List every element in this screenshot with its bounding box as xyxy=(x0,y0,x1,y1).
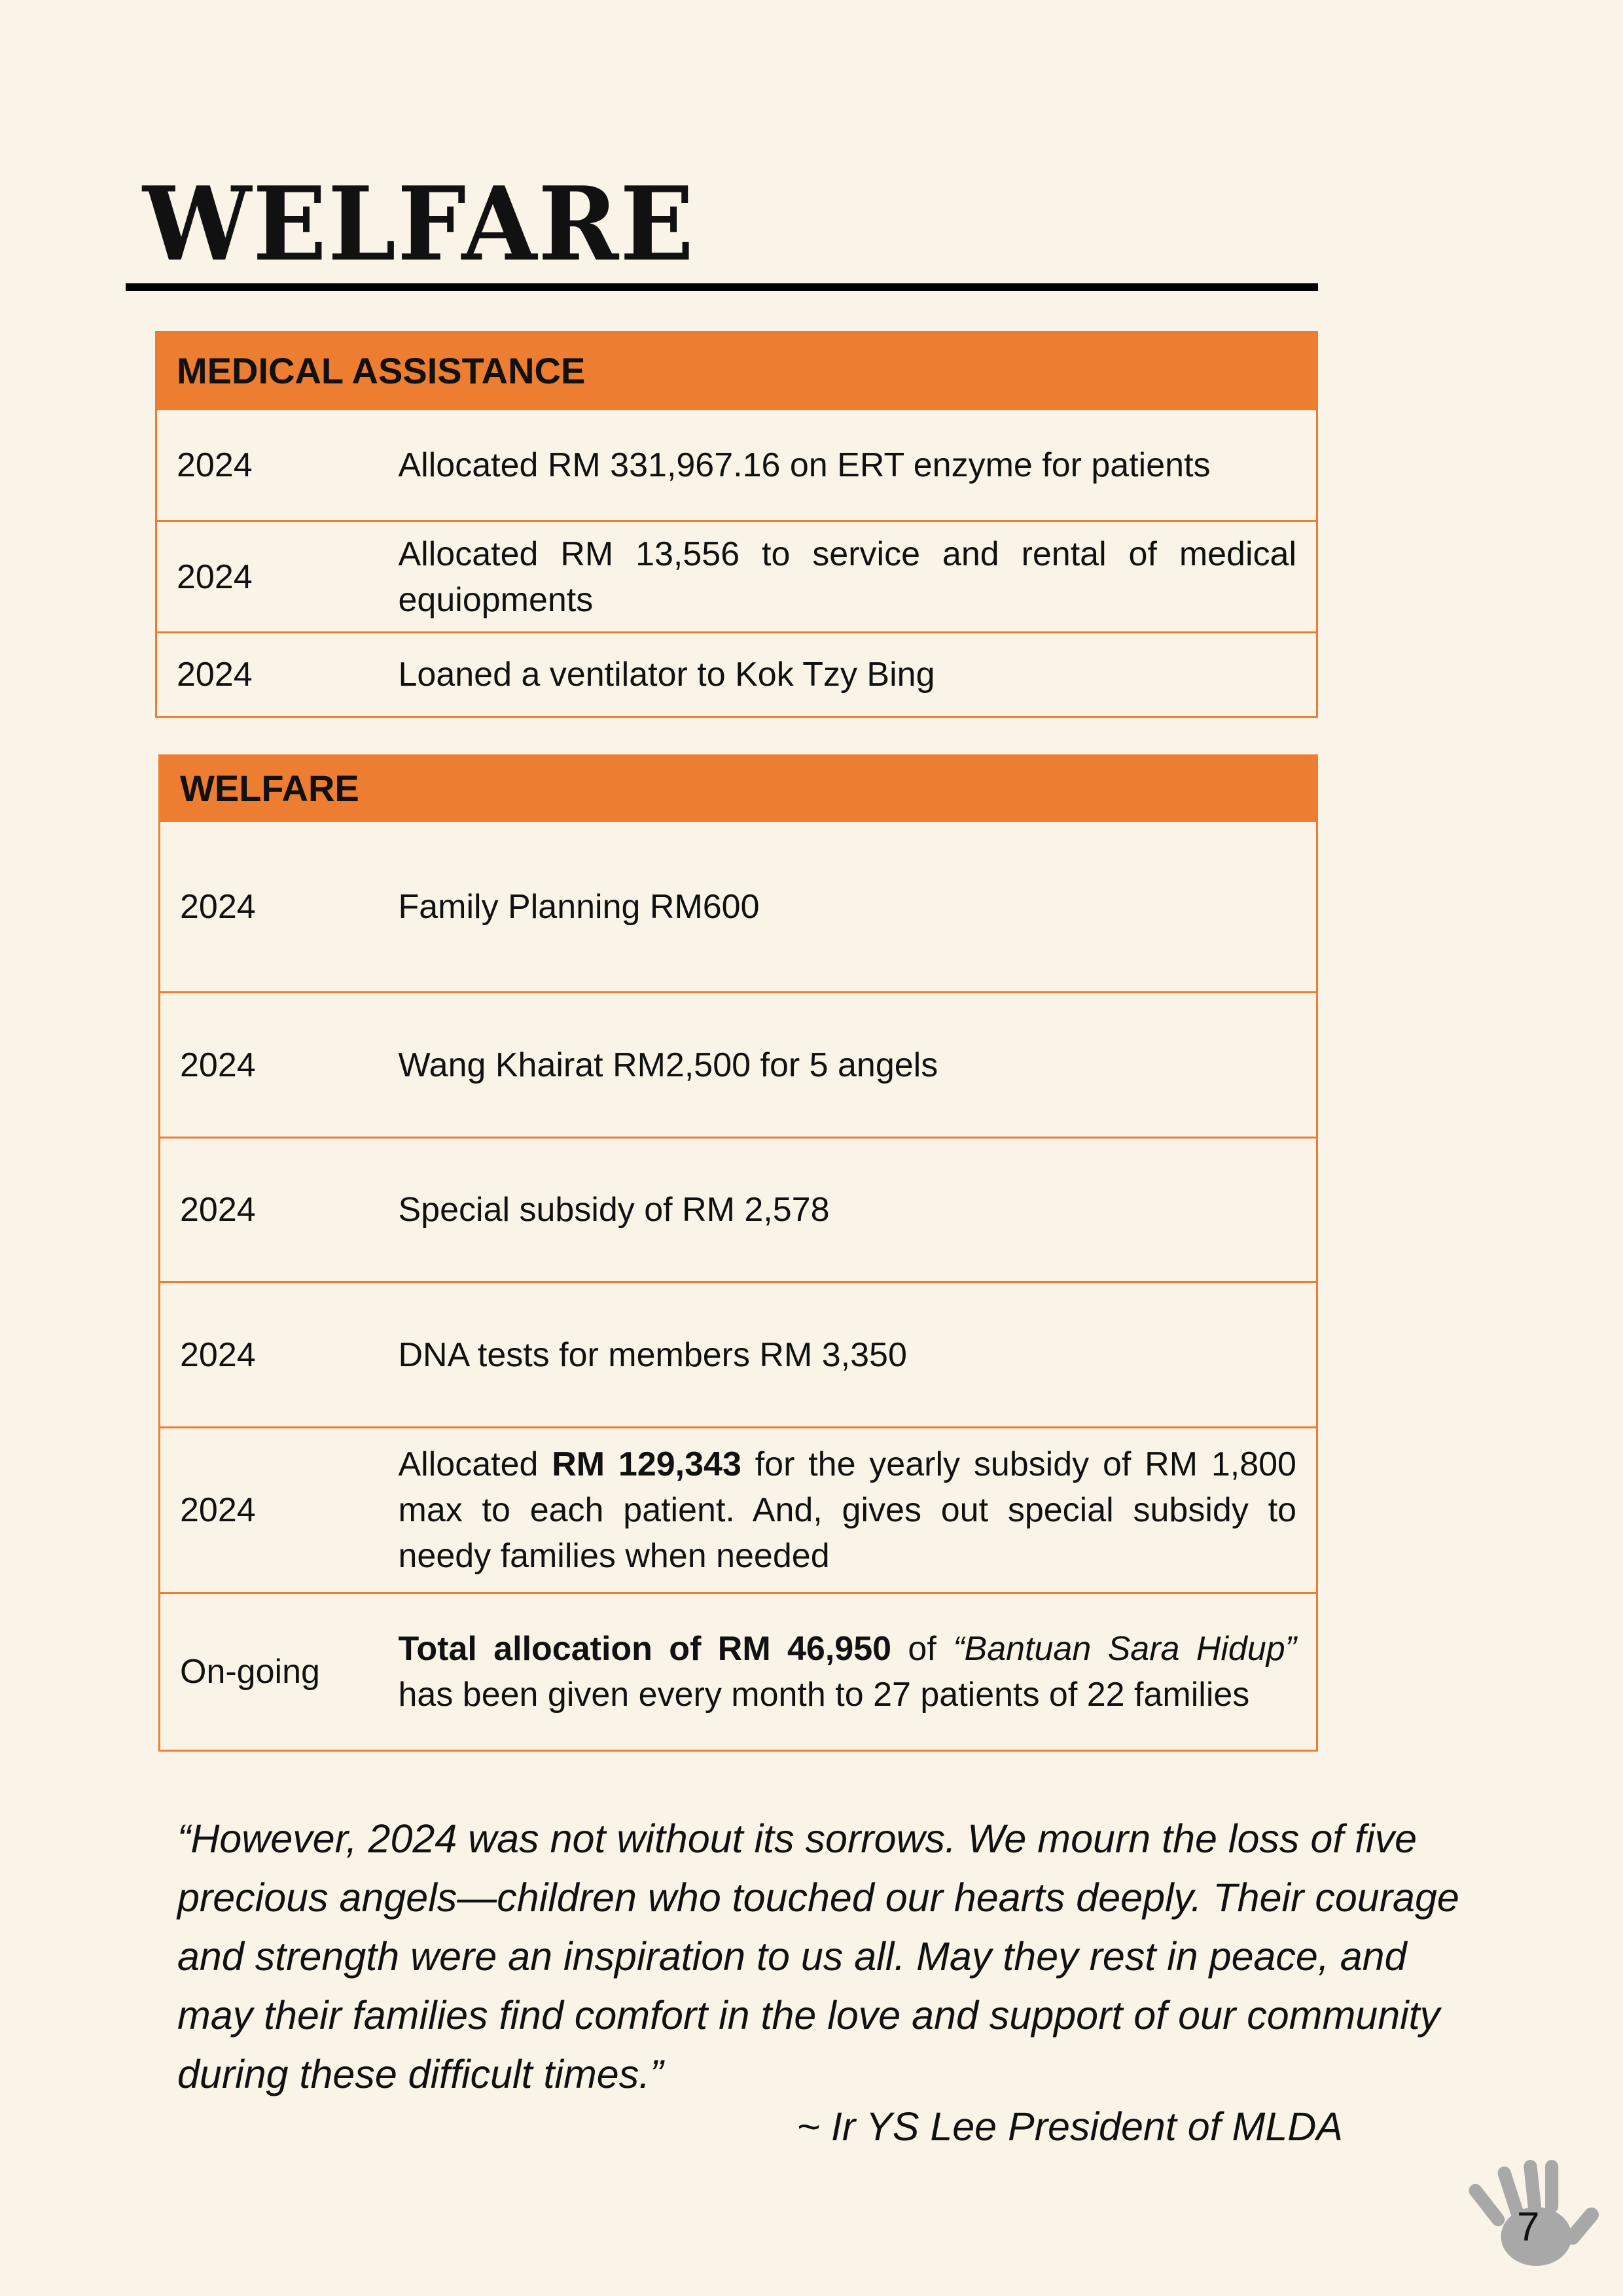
desc-program-name: “Bantuan Sara Hidup” xyxy=(953,1630,1297,1668)
row-description: Allocated RM 331,967.16 on ERT enzyme fo… xyxy=(398,408,1318,522)
desc-amount: Total allocation of RM 46,950 xyxy=(398,1630,892,1668)
desc-text: for the yearly subsidy of RM 1,800 max t… xyxy=(398,1445,1297,1575)
table-row: 2024 Allocated RM 129,343 for the yearly… xyxy=(158,1426,1318,1594)
row-description: Special subsidy of RM 2,578 xyxy=(398,1137,1318,1283)
row-year: 2024 xyxy=(155,520,399,633)
row-description: Wang Khairat RM2,500 for 5 angels xyxy=(398,991,1318,1139)
row-year: 2024 xyxy=(158,1137,399,1283)
row-description: Allocated RM 13,556 to service and renta… xyxy=(398,520,1318,633)
row-year: 2024 xyxy=(158,820,399,993)
row-description: Allocated RM 129,343 for the yearly subs… xyxy=(398,1426,1318,1594)
row-description: DNA tests for members RM 3,350 xyxy=(398,1281,1318,1428)
row-year: 2024 xyxy=(158,991,399,1139)
table-row: 2024 Allocated RM 13,556 to service and … xyxy=(155,520,1318,633)
row-year: On-going xyxy=(158,1592,399,1752)
title-divider xyxy=(126,283,1318,291)
row-description: Loaned a ventilator to Kok Tzy Bing xyxy=(398,631,1318,718)
table-row: 2024 Family Planning RM600 xyxy=(158,820,1318,993)
row-year: 2024 xyxy=(155,408,399,522)
page-number: 7 xyxy=(1517,2204,1540,2250)
row-year: 2024 xyxy=(158,1426,399,1594)
desc-text: Allocated xyxy=(398,1445,552,1483)
quote-attribution: ~ Ir YS Lee President of MLDA xyxy=(796,2104,1343,2149)
welfare-table: WELFARE 2024 Family Planning RM600 2024 … xyxy=(158,754,1318,1752)
medical-assistance-table: MEDICAL ASSISTANCE 2024 Allocated RM 331… xyxy=(155,331,1318,718)
table-row: 2024 Wang Khairat RM2,500 for 5 angels xyxy=(158,991,1318,1139)
page-title: WELFARE xyxy=(143,164,696,284)
row-year: 2024 xyxy=(155,631,399,718)
president-quote: “However, 2024 was not without its sorro… xyxy=(177,1816,1459,2096)
table-row: 2024 DNA tests for members RM 3,350 xyxy=(158,1281,1318,1428)
row-description: Total allocation of RM 46,950 of “Bantua… xyxy=(398,1592,1318,1752)
row-year: 2024 xyxy=(158,1281,399,1428)
table-row: 2024 Special subsidy of RM 2,578 xyxy=(158,1137,1318,1283)
handprint-icon xyxy=(1469,2160,1599,2266)
table-header: MEDICAL ASSISTANCE xyxy=(155,331,1318,410)
table-row: 2024 Allocated RM 331,967.16 on ERT enzy… xyxy=(155,408,1318,522)
desc-text: of xyxy=(891,1630,954,1668)
desc-text: has been given every month to 27 patient… xyxy=(398,1676,1250,1714)
table-header: WELFARE xyxy=(158,754,1318,822)
table-row: On-going Total allocation of RM 46,950 o… xyxy=(158,1592,1318,1752)
row-description: Family Planning RM600 xyxy=(398,820,1318,993)
table-row: 2024 Loaned a ventilator to Kok Tzy Bing xyxy=(155,631,1318,718)
desc-amount: RM 129,343 xyxy=(552,1445,741,1483)
